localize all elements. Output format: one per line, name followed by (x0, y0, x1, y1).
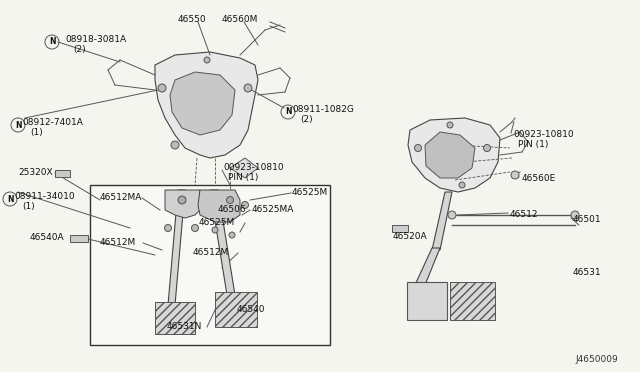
Text: N: N (7, 195, 13, 203)
Bar (407, 282, 447, 320)
Circle shape (571, 211, 579, 219)
Text: 00923-10810: 00923-10810 (223, 163, 284, 172)
Text: 46531: 46531 (573, 268, 602, 277)
Text: (2): (2) (300, 115, 312, 124)
Text: PIN (1): PIN (1) (518, 140, 548, 149)
Circle shape (171, 141, 179, 149)
Circle shape (212, 227, 218, 233)
Text: 46560M: 46560M (222, 15, 259, 24)
Text: 46506: 46506 (218, 205, 246, 214)
Text: (2): (2) (73, 45, 86, 54)
Text: 46512: 46512 (510, 210, 538, 219)
Text: 46540: 46540 (237, 305, 266, 314)
Text: 46512M: 46512M (193, 248, 229, 257)
Polygon shape (198, 190, 240, 222)
Circle shape (227, 196, 234, 203)
Text: N: N (15, 121, 21, 129)
Bar (70, 235, 88, 242)
Circle shape (178, 196, 186, 204)
Polygon shape (425, 132, 475, 178)
Polygon shape (415, 248, 440, 285)
Polygon shape (168, 190, 185, 305)
Text: (1): (1) (22, 202, 35, 211)
Text: (1): (1) (30, 128, 43, 137)
Text: 25320X: 25320X (18, 168, 52, 177)
Bar (155, 302, 195, 334)
Text: 46501: 46501 (573, 215, 602, 224)
Text: 46525M: 46525M (292, 188, 328, 197)
Bar (215, 292, 257, 327)
Polygon shape (210, 190, 235, 295)
Text: 46512M: 46512M (100, 238, 136, 247)
Polygon shape (155, 52, 258, 158)
Circle shape (415, 144, 422, 151)
Circle shape (241, 202, 248, 208)
Text: 46512MA: 46512MA (100, 193, 142, 202)
Text: 46520A: 46520A (393, 232, 428, 241)
Circle shape (447, 122, 453, 128)
Text: 46540A: 46540A (30, 233, 65, 242)
Text: 08911-34010: 08911-34010 (14, 192, 75, 201)
Text: 46525M: 46525M (199, 218, 236, 227)
Polygon shape (170, 72, 235, 135)
Text: 00923-10810: 00923-10810 (513, 130, 573, 139)
Circle shape (448, 211, 456, 219)
Circle shape (164, 224, 172, 231)
Text: 46560E: 46560E (522, 174, 556, 183)
Text: 08912-7401A: 08912-7401A (22, 118, 83, 127)
Circle shape (204, 57, 210, 63)
Bar (55, 170, 70, 177)
Polygon shape (432, 192, 452, 250)
Text: PIN (1): PIN (1) (228, 173, 259, 182)
Circle shape (483, 144, 490, 151)
Circle shape (158, 84, 166, 92)
Circle shape (511, 171, 519, 179)
Polygon shape (408, 118, 500, 192)
Bar (450, 282, 495, 320)
Bar (90, 185, 330, 345)
Text: N: N (285, 108, 291, 116)
Polygon shape (165, 190, 200, 218)
Text: 08911-1082G: 08911-1082G (292, 105, 354, 114)
Polygon shape (230, 158, 258, 178)
Text: 46550: 46550 (178, 15, 207, 24)
Text: 08918-3081A: 08918-3081A (65, 35, 126, 44)
Circle shape (459, 182, 465, 188)
Text: J4650009: J4650009 (575, 355, 618, 364)
Bar (392, 225, 408, 232)
Text: 46531N: 46531N (167, 322, 202, 331)
Circle shape (244, 84, 252, 92)
Text: 46525MA: 46525MA (252, 205, 294, 214)
Circle shape (191, 224, 198, 231)
Text: N: N (49, 38, 55, 46)
Circle shape (229, 232, 235, 238)
